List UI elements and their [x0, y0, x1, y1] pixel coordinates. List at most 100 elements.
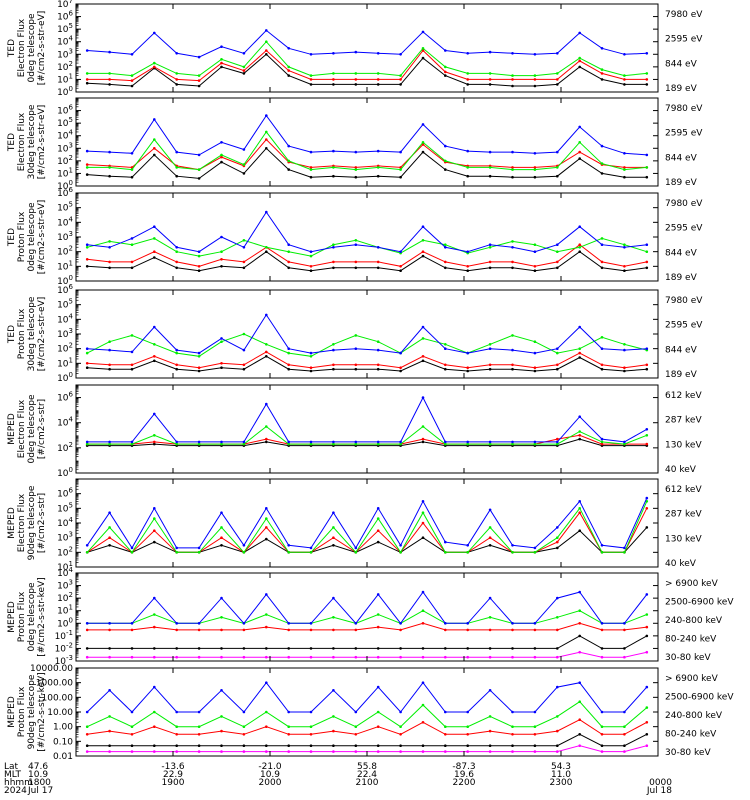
legend-entry: 30-80 keV [665, 748, 711, 758]
y-axis-label-line: TED [7, 325, 17, 344]
data-point [242, 52, 246, 55]
data-point [399, 250, 402, 253]
time-axis-value: 22.4 [357, 770, 377, 780]
data-point [511, 260, 514, 264]
data-point [153, 596, 156, 600]
data-point [309, 265, 313, 268]
data-point [85, 72, 89, 75]
data-point [130, 243, 134, 246]
series-line-130-kev [87, 425, 647, 445]
data-point [623, 152, 626, 155]
data-point [332, 166, 335, 169]
data-point [645, 613, 649, 616]
data-point [130, 725, 134, 728]
data-point [197, 647, 201, 650]
data-point [466, 366, 470, 370]
series-line-2595-ev [87, 351, 647, 369]
data-point [488, 83, 492, 86]
data-point [108, 750, 111, 753]
legend-entry: 130 keV [665, 440, 702, 450]
data-point [332, 616, 335, 619]
data-point [376, 685, 380, 689]
data-point [623, 175, 626, 179]
data-point [399, 733, 402, 736]
data-point [332, 536, 335, 539]
data-point [85, 173, 89, 176]
data-point [85, 366, 89, 370]
data-point [444, 260, 447, 264]
data-point [130, 152, 134, 155]
data-point [466, 250, 470, 253]
data-point [376, 625, 380, 629]
legend-entry: 40 keV [665, 559, 697, 569]
data-point [130, 551, 134, 554]
data-point [511, 442, 514, 446]
data-point [130, 622, 134, 625]
y-axis-label-line: [#/cm2-s-str-eV] [37, 105, 47, 180]
data-point [153, 153, 156, 157]
data-point [242, 69, 246, 72]
data-point [108, 536, 111, 539]
data-point [309, 750, 313, 753]
data-point [556, 243, 559, 246]
data-point [354, 733, 358, 736]
data-point [242, 332, 246, 336]
data-point [287, 622, 291, 625]
data-point [85, 265, 89, 268]
data-point [85, 362, 89, 365]
data-point [533, 733, 537, 736]
data-point [399, 750, 402, 753]
data-point [265, 725, 268, 728]
data-point [623, 78, 626, 81]
data-point [421, 647, 425, 650]
data-point [354, 334, 358, 337]
data-point [511, 647, 514, 650]
data-point [623, 710, 626, 714]
data-point [533, 744, 537, 747]
data-point [600, 655, 604, 659]
data-point [332, 442, 335, 446]
data-point [511, 655, 514, 659]
series-line-189-ev [87, 114, 647, 156]
data-point [287, 74, 291, 77]
data-point [399, 175, 402, 179]
data-point [153, 412, 156, 416]
series-line-2595-ev [87, 138, 647, 171]
data-point [444, 246, 447, 249]
data-point [466, 744, 470, 747]
data-point [197, 442, 201, 446]
data-point [153, 613, 156, 616]
data-point [85, 551, 89, 554]
data-point [242, 744, 246, 747]
data-point [153, 540, 156, 544]
y-tick-label: 100 [57, 85, 73, 98]
data-point [511, 725, 514, 728]
data-point [556, 628, 559, 632]
y-tick-label: 104 [57, 35, 73, 48]
data-point [332, 647, 335, 650]
data-point [220, 45, 223, 48]
data-point [623, 366, 626, 370]
data-point [354, 239, 358, 242]
data-point [578, 622, 581, 625]
data-point [556, 655, 559, 659]
data-point [466, 733, 470, 736]
y-tick-label: 104 [57, 129, 73, 142]
legend-entry: 612 keV [665, 485, 702, 495]
data-point [287, 710, 291, 714]
y-tick-label: 102 [57, 441, 73, 454]
data-point [197, 55, 201, 59]
y-axis-label-line: MEPED [7, 601, 17, 633]
data-point [399, 53, 402, 56]
data-point [376, 750, 380, 753]
y-axis-label-line: 0deg telescope [27, 394, 37, 464]
data-point [175, 655, 178, 659]
data-point [488, 750, 492, 753]
y-tick-label: 102 [57, 154, 73, 167]
data-point [623, 348, 626, 352]
series-line-240-800-kev [87, 719, 648, 735]
data-point [175, 551, 178, 554]
time-axis-value: 11.0 [551, 770, 571, 780]
data-point [197, 440, 201, 444]
